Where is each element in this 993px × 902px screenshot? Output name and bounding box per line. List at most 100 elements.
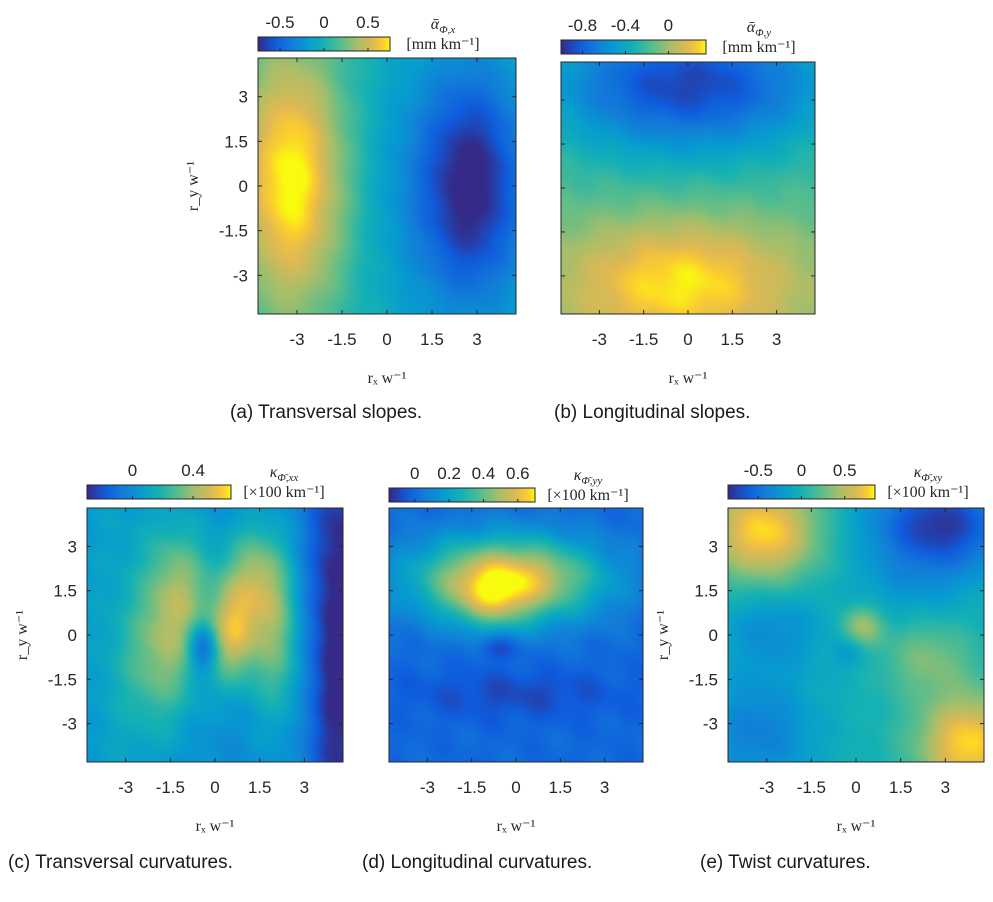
heatmap-b: [561, 62, 815, 314]
colorbar-d: [388, 487, 536, 503]
colorbar-label-d: κΦ̄,yy: [574, 467, 603, 487]
colorbar-label-symbol: ᾱ: [431, 16, 440, 33]
y-tick-label: -3: [62, 715, 77, 734]
colorbar-label-b: ᾱΦ,y: [747, 19, 772, 39]
colorbar-label-subscript: Φ̄,yy: [581, 475, 602, 487]
caption-c: (c) Transversal curvatures.: [8, 852, 233, 873]
colorbar-tick-label: -0.5: [744, 461, 773, 480]
x-axis-label: rₓ w⁻¹: [196, 818, 235, 835]
colorbar-label-subscript: Φ̄,xx: [277, 472, 298, 484]
colorbar-label-symbol: κ: [270, 464, 278, 481]
colorbar-unit-a: [mm km⁻¹]: [406, 36, 479, 53]
x-tick-label: 0: [210, 778, 219, 797]
colorbar-label-e: κΦ̄,xy: [914, 464, 943, 484]
colorbar-label-subscript: Φ,x: [439, 24, 455, 36]
panel-c: -3 -1.5 0 1.5 3 3 1.5 0 -1.5 -3 rₓ w⁻¹ r_y w⁻¹ 0 0.4 κ…: [14, 461, 344, 835]
colorbar-label-c: κΦ̄,xx: [270, 464, 299, 484]
x-tick-label: -1.5: [797, 778, 826, 797]
x-tick-label: 0: [511, 778, 520, 797]
colorbar-tick-label: 0.5: [356, 13, 380, 32]
y-tick-label: 3: [68, 537, 77, 556]
y-tick-label: 3: [239, 88, 248, 107]
colorbar-label-subscript: Φ,y: [755, 27, 771, 39]
colorbar-label-a: ᾱΦ,x: [431, 16, 456, 36]
x-tick-label: 0: [382, 330, 391, 349]
colorbar-label-symbol: κ: [914, 464, 922, 481]
heatmap-c: [87, 508, 343, 762]
y-tick-label: 0: [68, 626, 77, 645]
x-tick-label: -1.5: [327, 330, 356, 349]
panel-e: -3 -1.5 0 1.5 3 3 1.5 0 -1.5 -3 rₓ w⁻¹ r_y w⁻¹ -0.5 0…: [655, 461, 985, 835]
y-tick-label: 1.5: [53, 582, 77, 601]
x-tick-label: 3: [941, 778, 950, 797]
colorbar-tick-label: -0.4: [611, 16, 640, 35]
y-tick-label: -3: [703, 715, 718, 734]
x-tick-label: 1.5: [248, 778, 272, 797]
x-tick-label: 3: [772, 330, 781, 349]
colorbar-label-subscript: Φ̄,xy: [921, 472, 942, 484]
x-axis-label: rₓ w⁻¹: [368, 370, 407, 387]
colorbar-label-symbol: κ: [574, 467, 582, 484]
colorbar-tick-label: 0.6: [506, 464, 530, 483]
caption-b: (b) Longitudinal slopes.: [554, 402, 751, 423]
x-tick-label: -3: [118, 778, 133, 797]
x-tick-label: 1.5: [889, 778, 913, 797]
caption-e: (e) Twist curvatures.: [700, 852, 871, 873]
panel-b: -3 -1.5 0 1.5 3 rₓ w⁻¹ -0.8 -0.4 0 ᾱΦ,y[mm km⁻¹]: [560, 16, 816, 387]
heatmap-e: [728, 508, 984, 762]
colorbar-c: [86, 484, 232, 500]
y-tick-label: -1.5: [689, 670, 718, 689]
y-tick-label: -1.5: [48, 670, 77, 689]
y-axis-label: r_y w⁻¹: [185, 161, 202, 211]
y-tick-label: -1.5: [219, 222, 248, 241]
y-tick-label: 3: [709, 537, 718, 556]
x-tick-label: -1.5: [156, 778, 185, 797]
x-tick-label: 1.5: [548, 778, 572, 797]
caption-a: (a) Transversal slopes.: [230, 402, 423, 423]
x-tick-label: -3: [592, 330, 607, 349]
colorbar-label-symbol: ᾱ: [747, 19, 756, 36]
x-axis-label: rₓ w⁻¹: [497, 818, 536, 835]
colorbar-tick-label: -0.5: [265, 13, 294, 32]
x-tick-label: 0: [851, 778, 860, 797]
y-tick-label: 1.5: [224, 132, 248, 151]
x-tick-label: 1.5: [720, 330, 744, 349]
heatmap-a: [258, 58, 516, 314]
x-tick-label: -1.5: [457, 778, 486, 797]
x-tick-label: -3: [289, 330, 304, 349]
colorbar-tick-label: 0: [410, 464, 419, 483]
colorbar-unit-b: [mm km⁻¹]: [722, 39, 795, 56]
colorbar-tick-label: 0: [319, 13, 328, 32]
colorbar-tick-label: 0: [664, 16, 673, 35]
colorbar-tick-label: 0.4: [181, 461, 205, 480]
x-tick-label: 1.5: [420, 330, 444, 349]
colorbar-unit-e: [×100 km⁻¹]: [887, 484, 968, 501]
colorbar-unit-c: [×100 km⁻¹]: [243, 484, 324, 501]
x-axis-label: rₓ w⁻¹: [837, 818, 876, 835]
x-tick-label: 3: [472, 330, 481, 349]
panel-d: -3 -1.5 0 1.5 3 rₓ w⁻¹ 0 0.2 0.4 0.6 κΦ̄,yy[×100 k…: [388, 464, 644, 835]
colorbar-tick-label: 0.4: [472, 464, 496, 483]
colorbar-tick-label: 0: [128, 461, 137, 480]
y-tick-label: 0: [709, 626, 718, 645]
y-tick-label: 1.5: [694, 582, 718, 601]
y-tick-label: -3: [233, 266, 248, 285]
colorbar-tick-label: 0: [797, 461, 806, 480]
heatmap-d: [389, 508, 643, 762]
x-tick-label: -1.5: [629, 330, 658, 349]
y-tick-label: 0: [239, 177, 248, 196]
colorbar-b: [560, 39, 707, 55]
colorbar-unit-d: [×100 km⁻¹]: [547, 487, 628, 504]
colorbar-tick-label: 0.5: [833, 461, 857, 480]
x-tick-label: 3: [600, 778, 609, 797]
x-tick-label: 3: [300, 778, 309, 797]
caption-d: (d) Longitudinal curvatures.: [362, 852, 593, 873]
x-axis-label: rₓ w⁻¹: [669, 370, 708, 387]
x-tick-label: -3: [420, 778, 435, 797]
panel-a: -3 -1.5 0 1.5 3 3 1.5 0 -1.5 -3 rₓ w⁻¹ r_y w⁻¹ -0.5 0…: [185, 13, 517, 387]
colorbar-tick-label: -0.8: [568, 16, 597, 35]
colorbar-tick-label: 0.2: [437, 464, 461, 483]
x-tick-label: -3: [759, 778, 774, 797]
y-axis-label: r_y w⁻¹: [14, 610, 31, 660]
